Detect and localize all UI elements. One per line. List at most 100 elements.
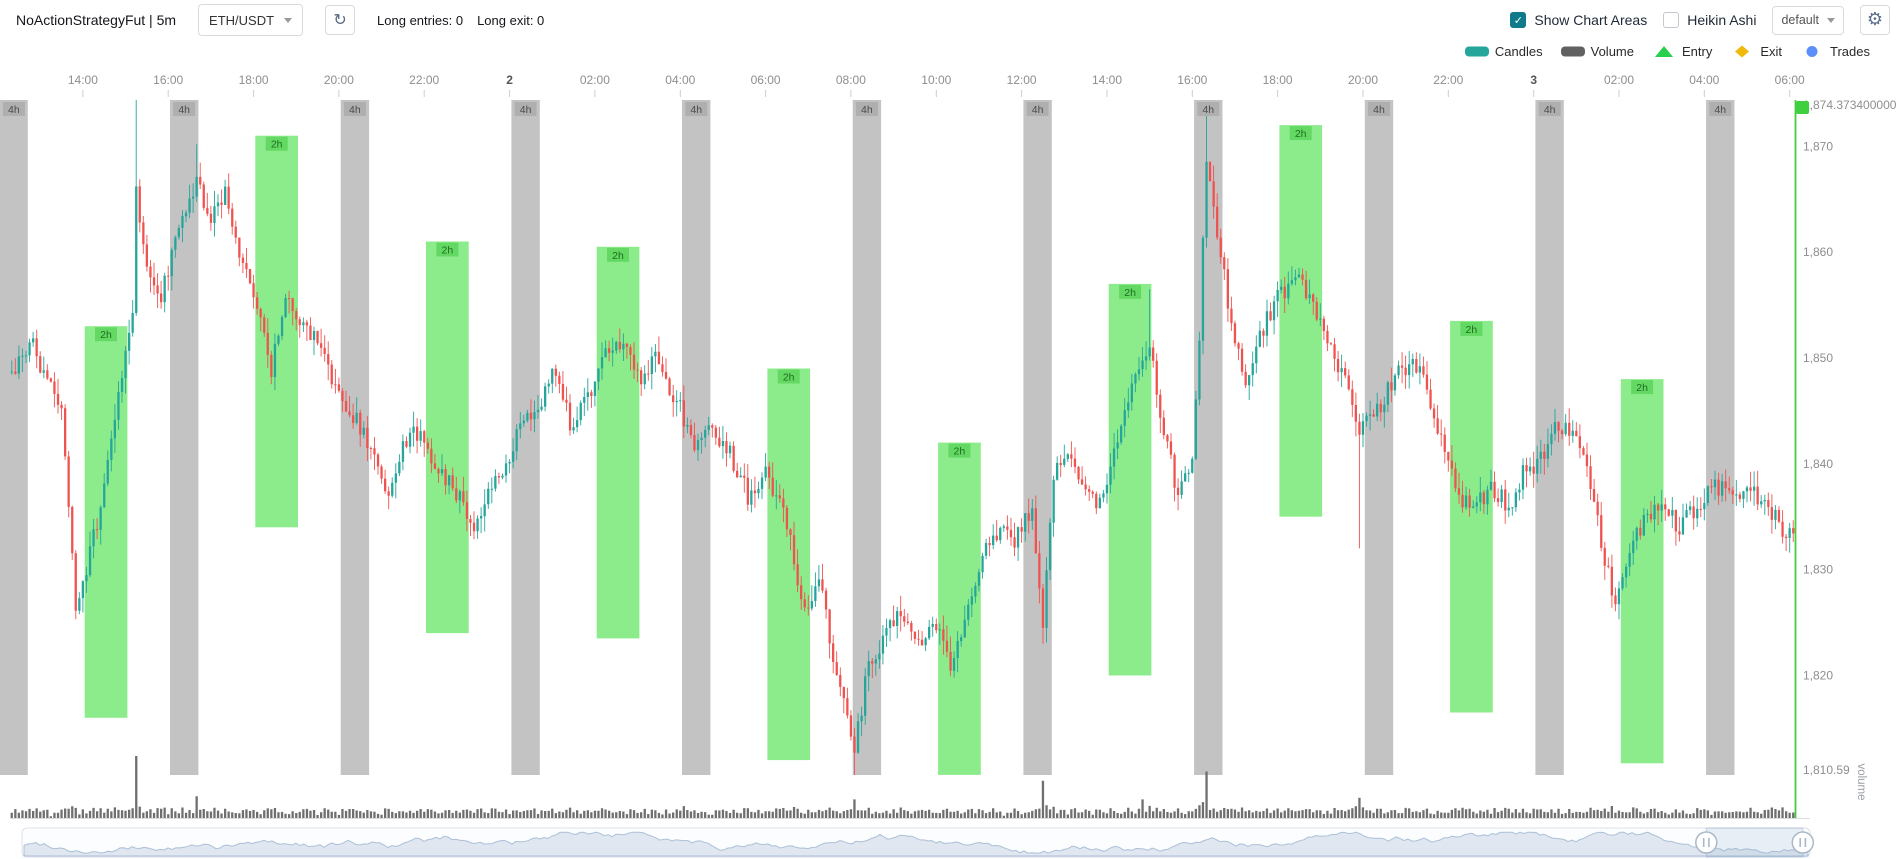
chart-area-4h: [340, 100, 370, 775]
gear-icon: ⚙: [1866, 9, 1884, 30]
price-axis-label: 1,870: [1803, 139, 1833, 153]
area-2h-badge: [436, 242, 459, 257]
area-2h-label: 2h: [783, 372, 795, 384]
price-axis-label: 1,874.373400000: [1803, 98, 1897, 112]
area-4h-label: 4h: [8, 104, 20, 116]
legend-item-trades[interactable]: Trades: [1800, 44, 1870, 59]
checkbox-checked-icon: ✓: [1510, 12, 1527, 28]
area-4h-badge: [2, 102, 25, 116]
settings-button[interactable]: ⚙: [1860, 5, 1890, 35]
trades-marker-icon: [1806, 46, 1818, 57]
chart-area-4h: [1706, 100, 1735, 775]
time-axis: 14:00 16:00 18:00 20:00 22:00 2 02:00 04:00 06:0…: [68, 73, 1805, 97]
area-2h-label: 2h: [612, 250, 624, 262]
legend-label: Trades: [1830, 44, 1870, 59]
volume-series: volume: [10, 756, 1867, 819]
area-4h-badge: [343, 102, 366, 116]
nav-handle-left[interactable]: [1695, 831, 1718, 854]
area-2h-label: 2h: [271, 139, 283, 151]
area-4h-label: 4h: [861, 104, 873, 116]
area-4h-label: 4h: [1714, 104, 1726, 116]
chevron-down-icon: [284, 17, 293, 23]
theme-select[interactable]: default: [1772, 5, 1844, 35]
area-4h-badge: [685, 102, 708, 116]
refresh-icon: ↻: [333, 10, 347, 29]
chart-area-4h: [1023, 100, 1052, 775]
time-axis-label: 14:00: [68, 73, 98, 87]
chart-area-2h: [938, 442, 981, 775]
area-2h-label: 2h: [1636, 382, 1648, 394]
candles-series: [10, 100, 1795, 775]
chart-area-4h: [1364, 100, 1394, 775]
area-2h-badge: [1460, 321, 1483, 336]
chart-area-4h: [0, 100, 28, 775]
time-axis-label: 06:00: [751, 73, 781, 87]
time-axis-label: 18:00: [1263, 73, 1293, 87]
time-axis-label: 16:00: [1177, 73, 1207, 87]
time-axis-label: 04:00: [665, 73, 695, 87]
checkbox-unchecked-icon: [1663, 12, 1680, 28]
area-4h-badge: [1197, 102, 1220, 116]
volume-axis-title: volume: [1855, 763, 1867, 800]
theme-select-value: default: [1781, 13, 1819, 27]
last-price-line: [1794, 100, 1809, 818]
volume-bars: [10, 756, 1795, 818]
area-4h-badge: [1709, 102, 1732, 116]
datazoom-navigator[interactable]: [21, 827, 1815, 858]
area-2h-label: 2h: [442, 245, 454, 257]
chart-legend: Candles Volume Entry Exit Trades: [0, 40, 1902, 63]
show-chart-areas-label: Show Chart Areas: [1534, 12, 1648, 28]
legend-item-volume[interactable]: Volume: [1560, 44, 1634, 59]
heikin-ashi-label: Heikin Ashi: [1687, 12, 1757, 28]
pair-select[interactable]: ETH/USDT: [198, 4, 304, 36]
area-4h-badge: [1538, 102, 1561, 116]
area-4h-label: 4h: [520, 104, 532, 116]
legend-item-entry[interactable]: Entry: [1652, 44, 1712, 59]
area-2h-badge: [265, 136, 288, 151]
area-2h-badge: [777, 369, 800, 384]
refresh-button[interactable]: ↻: [325, 5, 356, 35]
chart-area-4h: [170, 100, 199, 775]
time-axis-label: 22:00: [1433, 73, 1463, 87]
time-axis-label: 14:00: [1092, 73, 1122, 87]
time-axis-label: 06:00: [1775, 73, 1805, 87]
legend-label: Exit: [1760, 44, 1783, 59]
chart-areas: [0, 100, 1735, 775]
nav-handle-right[interactable]: [1791, 831, 1815, 854]
time-axis-label: 22:00: [409, 73, 439, 87]
time-axis-label: 3: [1530, 73, 1537, 87]
area-4h-badge: [173, 102, 196, 116]
show-chart-areas-checkbox[interactable]: ✓ Show Chart Areas: [1510, 12, 1647, 28]
area-4h-label: 4h: [178, 104, 190, 116]
time-axis-label: 20:00: [1348, 73, 1378, 87]
volume-marker-icon: [1560, 46, 1585, 57]
time-axis-label: 04:00: [1689, 73, 1719, 87]
legend-item-candles[interactable]: Candles: [1464, 44, 1543, 59]
area-2h-label: 2h: [100, 329, 112, 341]
strategy-title: NoActionStrategyFut | 5m: [16, 12, 177, 28]
area-2h-label: 2h: [1466, 324, 1478, 336]
chart-area-2h: [1620, 379, 1664, 764]
area-4h-label: 4h: [1032, 104, 1044, 116]
area-2h-label: 2h: [1124, 287, 1136, 299]
chart-area-2h: [767, 368, 811, 761]
area-4h-badge: [1026, 102, 1049, 116]
candles-marker-icon: [1464, 46, 1489, 57]
heikin-ashi-checkbox[interactable]: Heikin Ashi: [1663, 12, 1756, 28]
chart-area-4h: [852, 100, 882, 775]
area-4h-badge: [514, 102, 537, 116]
legend-item-exit[interactable]: Exit: [1730, 44, 1782, 59]
chart-area-2h: [1450, 320, 1493, 713]
navigator-window[interactable]: [1705, 827, 1804, 858]
exit-marker-icon: [1735, 45, 1750, 58]
long-entries-count: Long entries: 0: [377, 12, 464, 28]
chart-area-badges: 4h 4h 4h 4h 4h 4h 4h 4h 4h 4h 4h 2h 2h 2h 2h 2h 2h 2h 2h 2h…: [2, 102, 1732, 458]
area-2h-label: 2h: [1295, 128, 1307, 140]
legend-label: Volume: [1590, 44, 1634, 59]
long-exit-count: Long exit: 0: [477, 12, 545, 28]
legend-label: Candles: [1494, 44, 1543, 59]
chart-area-2h: [426, 241, 469, 634]
time-axis-label: 12:00: [1007, 73, 1037, 87]
time-axis-label: 02:00: [580, 73, 610, 87]
